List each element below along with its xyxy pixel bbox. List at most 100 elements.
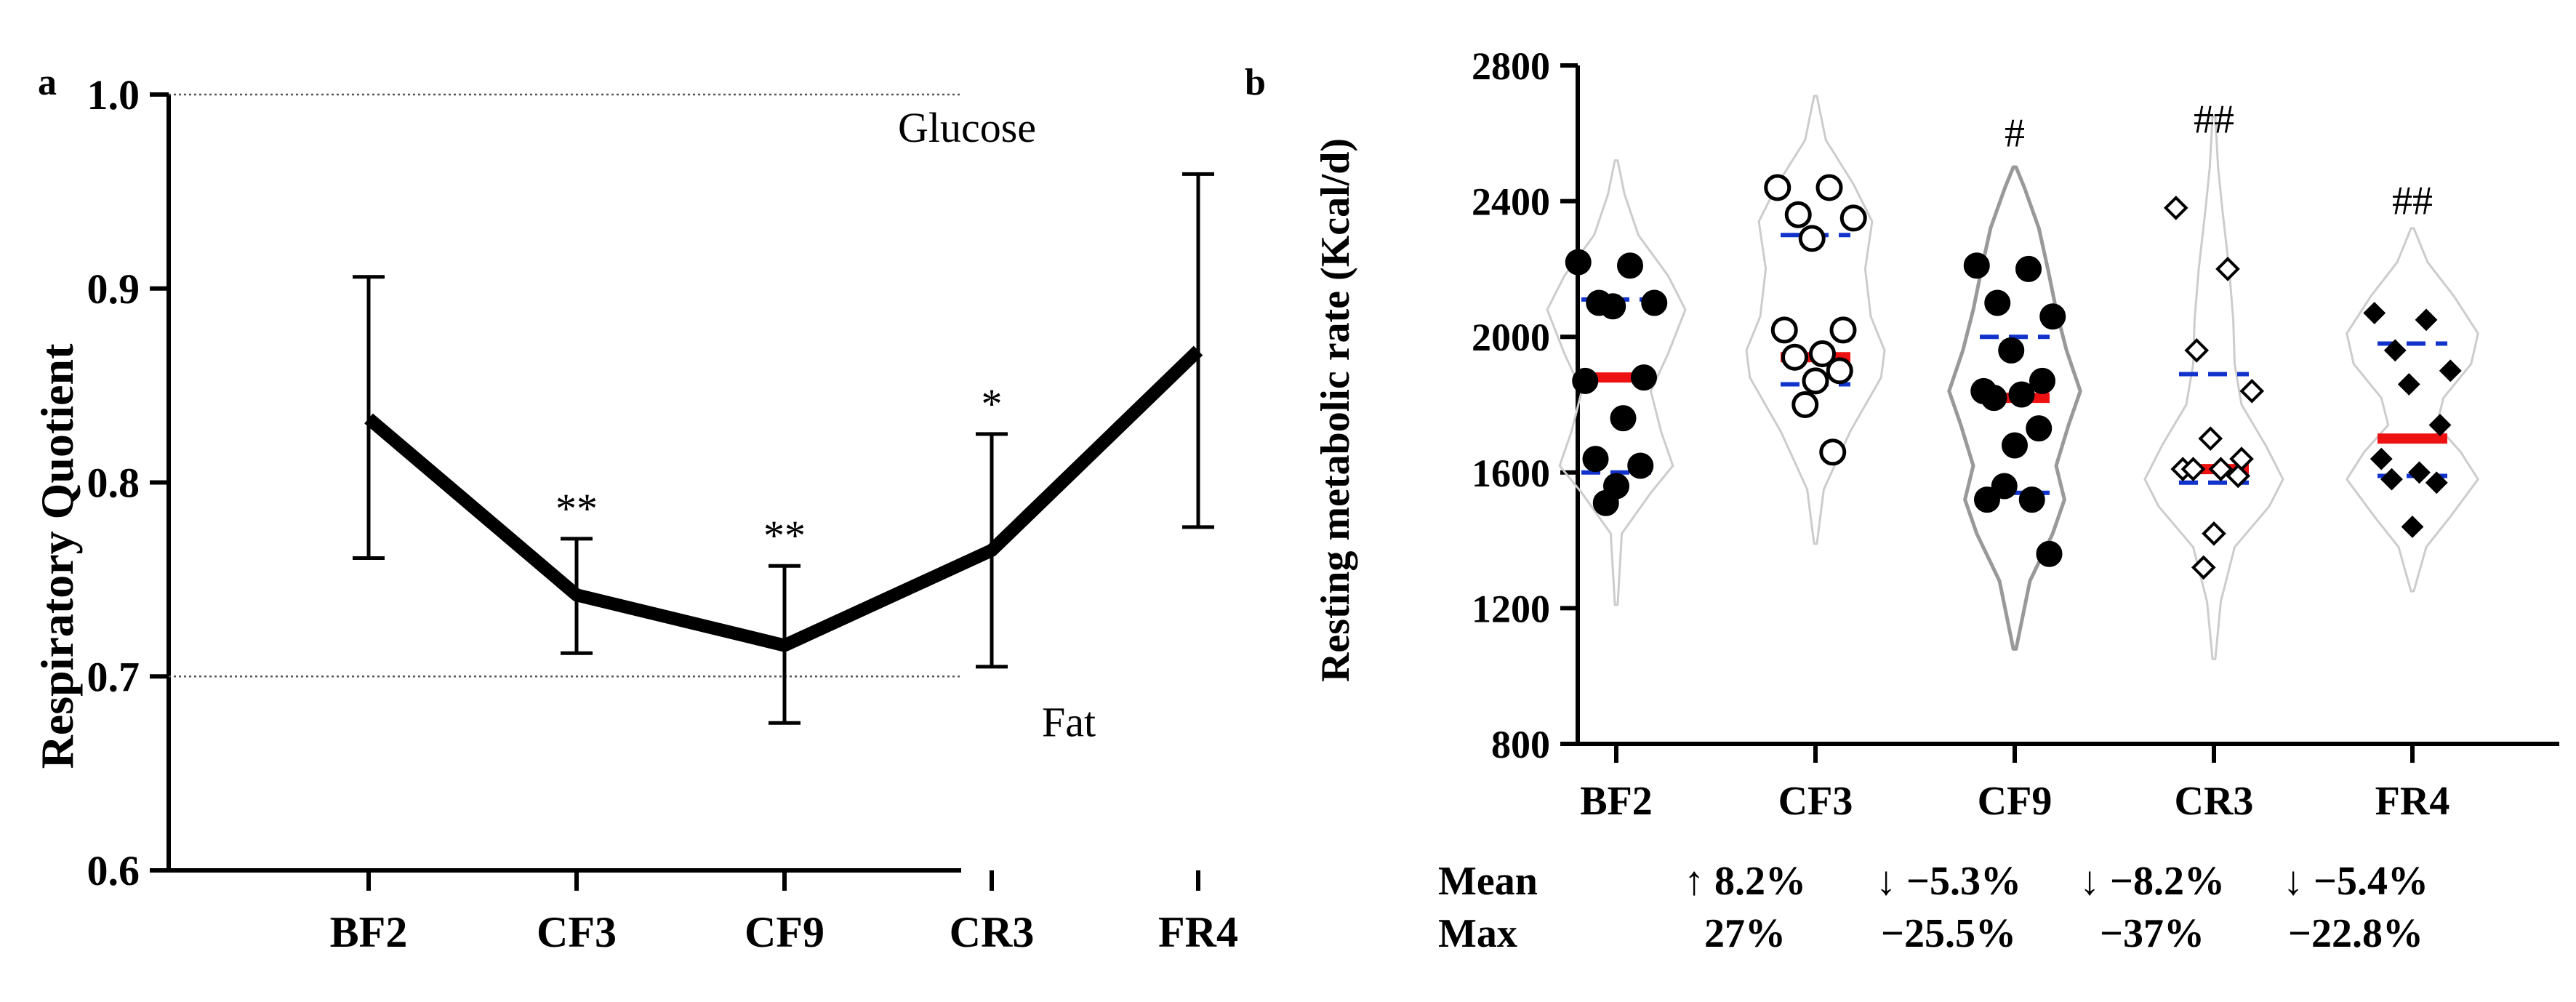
- panel-b-y-axis-label: Resting metabolic rate (Kcal/d): [1313, 138, 1358, 682]
- panel-b-data-point-cr3: [2180, 457, 2206, 481]
- panel-b-data-point-cr3: [2208, 457, 2234, 481]
- panel-b-y-tick-label: 1200: [1472, 587, 1550, 630]
- panel-b-data-point-cf9: [1981, 385, 2007, 412]
- panel-a-x-tick-label-cf9: CF9: [745, 908, 824, 956]
- panel-a-y-tick-label: 0.6: [87, 847, 140, 894]
- panel-b-data-point-cr3: [2226, 463, 2251, 489]
- panel-b-violin-bf2: [1546, 159, 1687, 606]
- panel-b-data-point-fr4: [2425, 471, 2448, 494]
- panel-b-data-point-cf9: [2029, 367, 2055, 394]
- panel-b-data-point-cf9: [2008, 381, 2035, 408]
- panel-a-x-tick-label-cf3: CF3: [537, 908, 617, 956]
- panel-b-data-point-bf2: [1617, 252, 1643, 279]
- panel-b-data-point-cf3: [1826, 357, 1853, 385]
- panel-a-significance-marker: **: [763, 512, 806, 559]
- panel-b-data-point-cf9: [1991, 473, 2018, 500]
- panel-b-data-point-cf9: [2036, 540, 2063, 567]
- panel-b-data-point-fr4: [2415, 308, 2438, 332]
- panel-b-data-point-cf3: [1815, 174, 1843, 201]
- panel-b-data-point-cr3: [2239, 379, 2265, 404]
- panel-b-data-point-bf2: [1610, 405, 1637, 432]
- panel-b-data-point-cr3: [2191, 555, 2216, 580]
- panel-a-significance-marker: **: [555, 485, 598, 532]
- panel-a-x-tick-label-fr4: FR4: [1158, 908, 1238, 956]
- panel-b-data-point-cf3: [1839, 204, 1867, 232]
- panel-b-data-point-bf2: [1592, 489, 1619, 516]
- panel-a-y-tick-label: 1.0: [87, 71, 140, 119]
- panel-b-data-point-fr4: [2380, 468, 2403, 491]
- panel-b-data-point-fr4: [2370, 447, 2393, 470]
- panel-b-stats-cell-mean: ↓ −5.4%: [2283, 859, 2428, 904]
- panel-b-stats-cell-mean: ↓ −8.2%: [2079, 859, 2225, 904]
- panel-b-data-point-fr4: [2401, 516, 2424, 538]
- panel-a-letter: a: [38, 62, 57, 103]
- panel-b-data-point-bf2: [1582, 446, 1609, 473]
- panel-b-data-point-cf3: [1784, 201, 1812, 228]
- panel-b-stats-cell-max: −37%: [2100, 911, 2204, 956]
- panel-b-stats-cell-max: 27%: [1704, 911, 1786, 956]
- panel-a-y-tick-label: 0.8: [87, 460, 140, 507]
- panel-b-x-tick-label-fr4: FR4: [2375, 779, 2450, 824]
- panel-b-significance-marker: ##: [2194, 97, 2234, 143]
- panel-b-y-tick-label: 2800: [1472, 44, 1550, 88]
- panel-b-stats-row-label-mean: Mean: [1438, 859, 1538, 904]
- panel-b-data-point-cf3: [1770, 316, 1798, 344]
- panel-b-violin-cf9: [1947, 165, 2082, 651]
- panel-b-x-tick-label-bf2: BF2: [1580, 779, 1653, 824]
- panel-a-y-axis-label: Respiratory Quotient: [31, 343, 83, 769]
- panel-b-data-point-bf2: [1627, 452, 1654, 479]
- panel-b-stats-cell-max: −22.8%: [2288, 911, 2423, 956]
- panel-b-data-point-cr3: [2198, 426, 2223, 451]
- panel-b-data-point-bf2: [1641, 289, 1668, 316]
- panel-b-stats-cell-max: −25.5%: [1881, 911, 2016, 956]
- panel-b-data-point-cf9: [1974, 486, 2000, 513]
- panel-b-data-point-cf9: [1984, 289, 2011, 316]
- panel-a-significance-marker: *: [982, 380, 1003, 428]
- panel-b-data-point-cr3: [2163, 196, 2188, 220]
- panel-b-data-point-cf9: [2002, 432, 2028, 459]
- panel-b-data-point-cr3: [2184, 338, 2210, 363]
- panel-b-data-point-fr4: [2383, 339, 2407, 362]
- panel-b-x-tick-label-cr3: CR3: [2175, 779, 2254, 824]
- panel-b-data-point-cr3: [2215, 257, 2240, 281]
- panel-a: a Respiratory Quotient 0.6 0.7 0.8 0.9 1.0 B…: [31, 62, 1238, 956]
- panel-b-data-point-fr4: [2428, 414, 2452, 436]
- panel-b-data-point-cf3: [1781, 343, 1808, 371]
- panel-b-data-point-cf9: [2018, 486, 2045, 513]
- panel-a-reference-label-fat: Fat: [1042, 698, 1096, 745]
- panel-b-data-point-cf9: [1963, 252, 1990, 279]
- panel-b-data-point-cr3: [2202, 521, 2226, 546]
- panel-b-stats-cell-mean: ↑ 8.2%: [1684, 859, 1806, 904]
- panel-b-data-point-bf2: [1572, 367, 1599, 394]
- panel-a-x-tick-label-cr3: CR3: [950, 908, 1035, 956]
- panel-b: b Resting metabolic rate (Kcal/d) 800 120…: [1245, 44, 2559, 956]
- panel-b-y-tick-label: 2400: [1472, 180, 1550, 224]
- panel-b-data-point-bf2: [1600, 293, 1626, 320]
- panel-b-data-point-bf2: [1565, 249, 1592, 276]
- panel-b-stats-row-label-max: Max: [1438, 911, 1517, 956]
- panel-a-rq-series-line: [364, 345, 1203, 652]
- panel-b-violin-cr3: [2143, 115, 2284, 660]
- panel-b-data-point-cf9: [2026, 415, 2053, 442]
- panel-b-data-point-cf3: [1829, 316, 1857, 344]
- panel-b-data-point-fr4: [2397, 373, 2420, 396]
- panel-b-y-tick-label: 2000: [1472, 316, 1550, 359]
- panel-b-data-point-cf3: [1764, 174, 1791, 201]
- panel-b-data-point-cf3: [1809, 340, 1836, 368]
- panel-a-reference-label-glucose: Glucose: [898, 104, 1036, 151]
- panel-b-letter: b: [1245, 62, 1266, 103]
- panel-b-violin-cf3: [1745, 95, 1886, 545]
- panel-a-x-tick-label-bf2: BF2: [330, 908, 408, 956]
- panel-b-data-point-cf3: [1798, 225, 1826, 252]
- panel-b-data-point-fr4: [2439, 359, 2462, 382]
- panel-b-y-tick-label: 800: [1491, 723, 1550, 766]
- panel-b-significance-marker: ##: [2392, 179, 2433, 224]
- panel-b-data-point-fr4: [2408, 461, 2431, 484]
- panel-b-x-tick-label-cf9: CF9: [1978, 779, 2053, 824]
- panel-b-y-tick-label: 1600: [1472, 452, 1550, 495]
- panel-b-data-point-bf2: [1631, 364, 1657, 391]
- panel-b-x-tick-label-cf3: CF3: [1778, 779, 1853, 824]
- panel-b-data-point-cf9: [1998, 337, 2025, 364]
- panel-b-data-point-cf3: [1791, 391, 1819, 418]
